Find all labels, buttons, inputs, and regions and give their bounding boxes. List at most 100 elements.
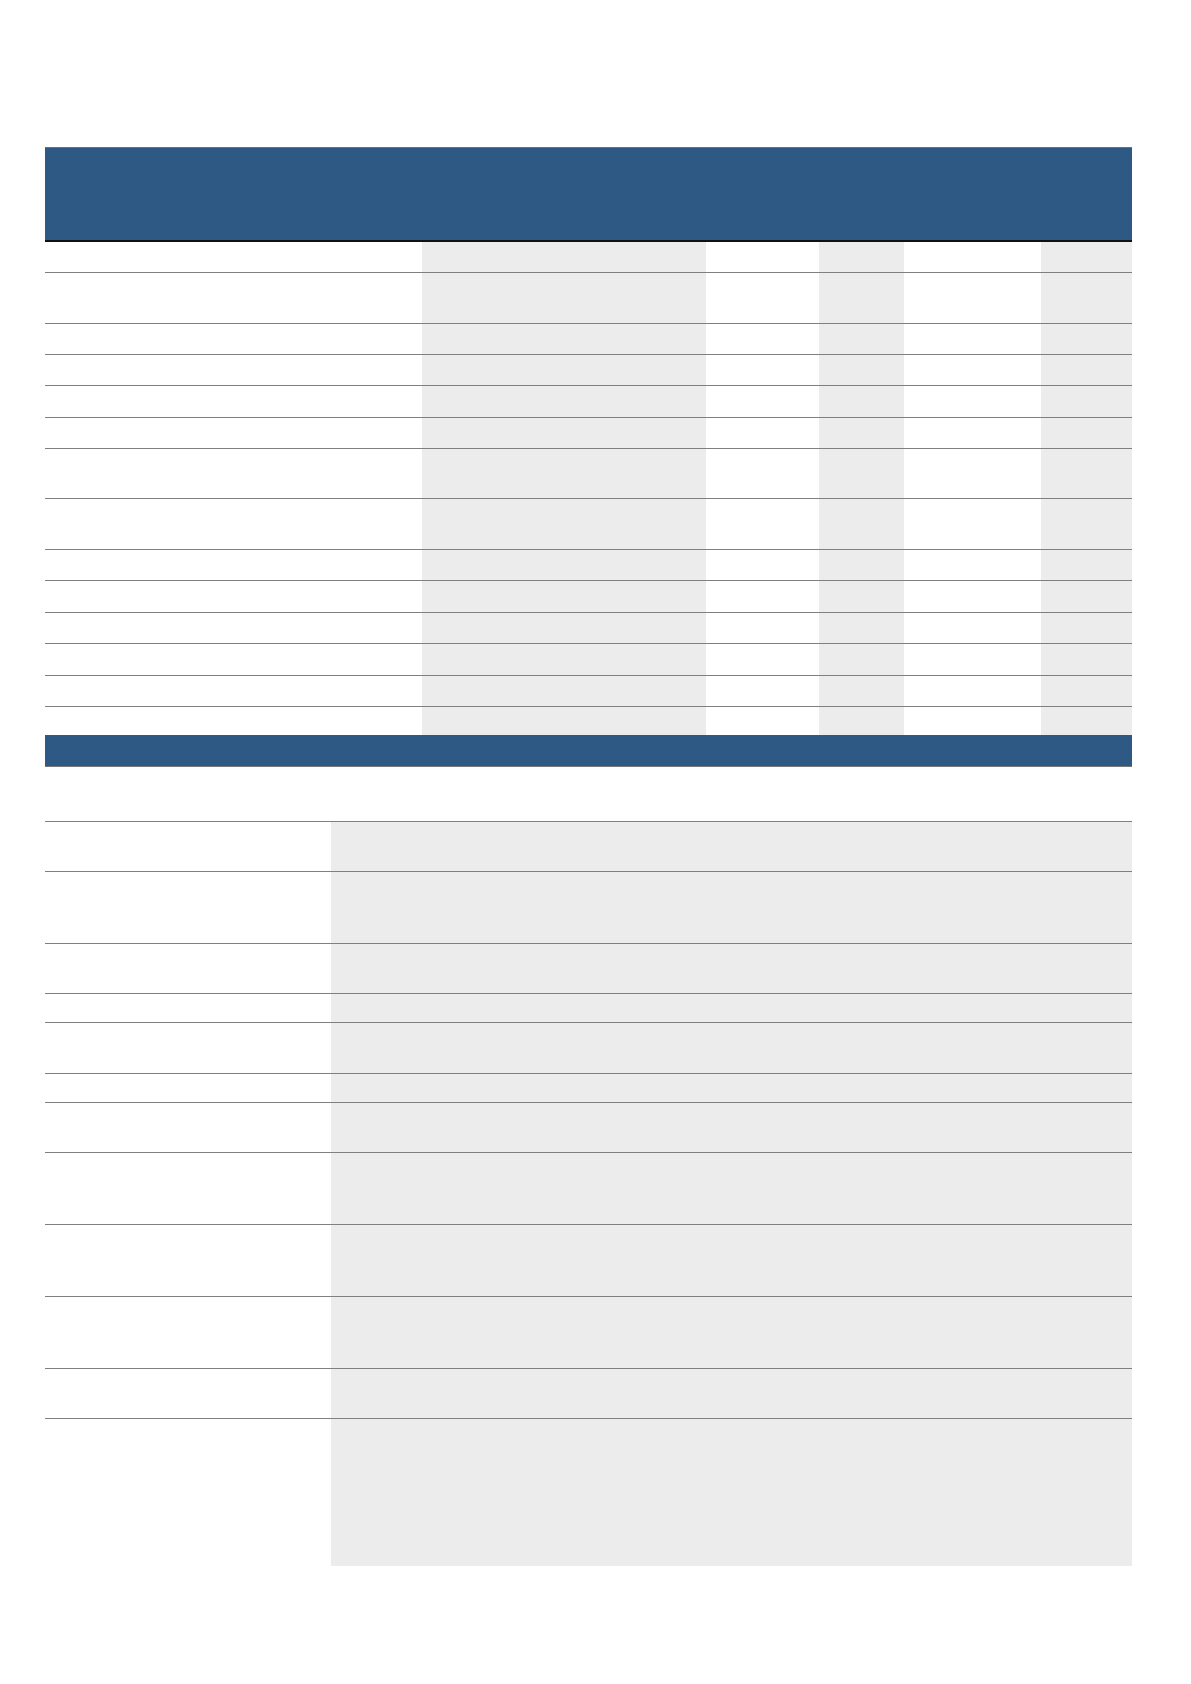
row-label	[45, 549, 422, 581]
field-cell[interactable]	[422, 498, 706, 550]
field-cell[interactable]	[904, 549, 1041, 581]
field-cell[interactable]	[706, 675, 819, 707]
field-cell[interactable]	[331, 1073, 1132, 1103]
field-cell[interactable]	[706, 323, 819, 355]
field-cell[interactable]	[706, 385, 819, 418]
field-cell[interactable]	[904, 706, 1041, 736]
field-cell[interactable]	[706, 643, 819, 676]
field-cell[interactable]	[331, 1102, 1132, 1153]
field-cell[interactable]	[1041, 385, 1133, 418]
field-cell[interactable]	[331, 1418, 1132, 1566]
field-cell[interactable]	[331, 1022, 1132, 1074]
row-label	[45, 1152, 331, 1225]
field-cell[interactable]	[819, 675, 904, 707]
row-label	[45, 1073, 331, 1103]
table-row	[45, 272, 1133, 324]
field-cell[interactable]	[819, 448, 904, 499]
field-cell[interactable]	[1041, 272, 1133, 324]
field-cell[interactable]	[331, 1152, 1132, 1225]
table-row	[45, 417, 1133, 449]
row-label	[45, 1224, 331, 1297]
field-cell[interactable]	[819, 643, 904, 676]
field-cell[interactable]	[331, 1296, 1132, 1369]
field-cell[interactable]	[1041, 323, 1133, 355]
field-cell[interactable]	[1041, 498, 1133, 550]
field-cell[interactable]	[331, 871, 1132, 944]
field-cell[interactable]	[1041, 448, 1133, 499]
field-cell[interactable]	[331, 943, 1132, 994]
field-cell[interactable]	[904, 448, 1041, 499]
field-cell[interactable]	[1041, 354, 1133, 386]
table-row	[45, 1073, 1132, 1103]
field-cell[interactable]	[331, 1368, 1132, 1419]
field-cell[interactable]	[706, 272, 819, 324]
field-cell[interactable]	[422, 643, 706, 676]
field-cell[interactable]	[706, 580, 819, 613]
field-cell[interactable]	[422, 549, 706, 581]
field-cell[interactable]	[819, 417, 904, 449]
field-cell[interactable]	[422, 448, 706, 499]
field-cell[interactable]	[422, 612, 706, 644]
section-band	[45, 735, 1132, 767]
field-cell[interactable]	[1041, 417, 1133, 449]
table-header	[45, 147, 1133, 242]
field-cell[interactable]	[1041, 549, 1133, 581]
field-cell[interactable]	[706, 417, 819, 449]
row-label	[45, 1102, 331, 1153]
field-cell[interactable]	[904, 498, 1041, 550]
field-cell[interactable]	[706, 354, 819, 386]
field-cell[interactable]	[904, 241, 1041, 273]
field-cell[interactable]	[904, 417, 1041, 449]
field-cell[interactable]	[904, 385, 1041, 418]
section-heading	[45, 766, 1132, 822]
row-label	[45, 675, 422, 707]
field-cell[interactable]	[422, 417, 706, 449]
field-cell[interactable]	[819, 272, 904, 324]
row-label	[45, 871, 331, 944]
field-cell[interactable]	[819, 241, 904, 273]
field-cell[interactable]	[819, 549, 904, 581]
field-cell[interactable]	[819, 706, 904, 736]
field-cell[interactable]	[1041, 643, 1133, 676]
field-cell[interactable]	[904, 272, 1041, 324]
field-cell[interactable]	[422, 675, 706, 707]
field-cell[interactable]	[1041, 675, 1133, 707]
field-cell[interactable]	[706, 498, 819, 550]
field-cell[interactable]	[422, 354, 706, 386]
field-cell[interactable]	[422, 241, 706, 273]
field-cell[interactable]	[331, 993, 1132, 1023]
field-cell[interactable]	[706, 241, 819, 273]
field-cell[interactable]	[904, 675, 1041, 707]
field-cell[interactable]	[422, 706, 706, 736]
field-cell[interactable]	[819, 323, 904, 355]
table-row	[45, 943, 1132, 994]
field-cell[interactable]	[819, 580, 904, 613]
field-cell[interactable]	[706, 549, 819, 581]
field-cell[interactable]	[819, 385, 904, 418]
form-table-bottom	[45, 735, 1132, 1566]
field-cell[interactable]	[819, 612, 904, 644]
field-cell[interactable]	[706, 612, 819, 644]
field-cell[interactable]	[422, 272, 706, 324]
field-cell[interactable]	[422, 323, 706, 355]
field-cell[interactable]	[1041, 241, 1133, 273]
field-cell[interactable]	[331, 1224, 1132, 1297]
field-cell[interactable]	[1041, 612, 1133, 644]
field-cell[interactable]	[904, 323, 1041, 355]
field-cell[interactable]	[904, 612, 1041, 644]
field-cell[interactable]	[706, 706, 819, 736]
field-cell[interactable]	[331, 821, 1132, 872]
field-cell[interactable]	[904, 643, 1041, 676]
field-cell[interactable]	[1041, 706, 1133, 736]
field-cell[interactable]	[819, 498, 904, 550]
field-cell[interactable]	[819, 354, 904, 386]
field-cell[interactable]	[422, 385, 706, 418]
table-row	[45, 1368, 1132, 1419]
field-cell[interactable]	[1041, 580, 1133, 613]
field-cell[interactable]	[904, 354, 1041, 386]
field-cell[interactable]	[904, 580, 1041, 613]
table-row	[45, 448, 1133, 499]
field-cell[interactable]	[706, 448, 819, 499]
row-label	[45, 943, 331, 994]
field-cell[interactable]	[422, 580, 706, 613]
